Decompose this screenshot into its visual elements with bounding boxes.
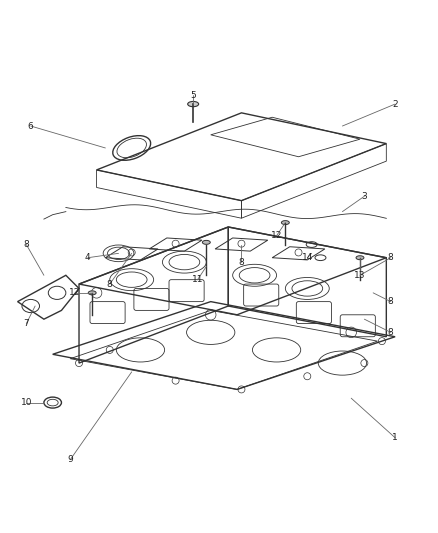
Text: 2: 2 xyxy=(392,100,397,109)
Text: 8: 8 xyxy=(387,297,393,306)
Text: 8: 8 xyxy=(387,253,393,262)
Text: 3: 3 xyxy=(360,192,367,201)
Text: 1: 1 xyxy=(391,433,397,442)
Ellipse shape xyxy=(281,221,289,224)
Text: 11: 11 xyxy=(191,275,203,284)
Text: 8: 8 xyxy=(238,257,244,266)
Text: 8: 8 xyxy=(106,280,113,288)
Text: 12: 12 xyxy=(270,231,282,240)
Text: 12: 12 xyxy=(69,288,80,297)
Text: 13: 13 xyxy=(353,271,365,280)
Text: 8: 8 xyxy=(387,328,393,337)
Ellipse shape xyxy=(187,101,198,107)
Text: 10: 10 xyxy=(21,398,32,407)
Text: 4: 4 xyxy=(85,253,90,262)
Text: 8: 8 xyxy=(23,240,29,249)
Ellipse shape xyxy=(202,240,210,244)
Text: 6: 6 xyxy=(28,122,34,131)
Text: 7: 7 xyxy=(23,319,29,328)
Text: 5: 5 xyxy=(190,91,196,100)
Ellipse shape xyxy=(88,291,96,295)
Ellipse shape xyxy=(355,256,363,260)
Text: 14: 14 xyxy=(301,253,312,262)
Text: 9: 9 xyxy=(67,455,73,464)
